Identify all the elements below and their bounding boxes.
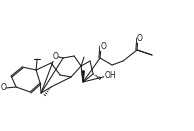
Polygon shape — [82, 71, 84, 82]
Text: O: O — [52, 54, 58, 60]
Text: O: O — [100, 43, 106, 49]
Text: O: O — [0, 85, 6, 91]
Text: O: O — [100, 42, 106, 51]
Text: O: O — [137, 34, 143, 43]
Text: OH: OH — [104, 72, 116, 80]
Text: O: O — [137, 35, 143, 41]
Text: OH: OH — [106, 73, 116, 79]
Text: O: O — [0, 83, 6, 92]
Text: O: O — [52, 51, 58, 61]
